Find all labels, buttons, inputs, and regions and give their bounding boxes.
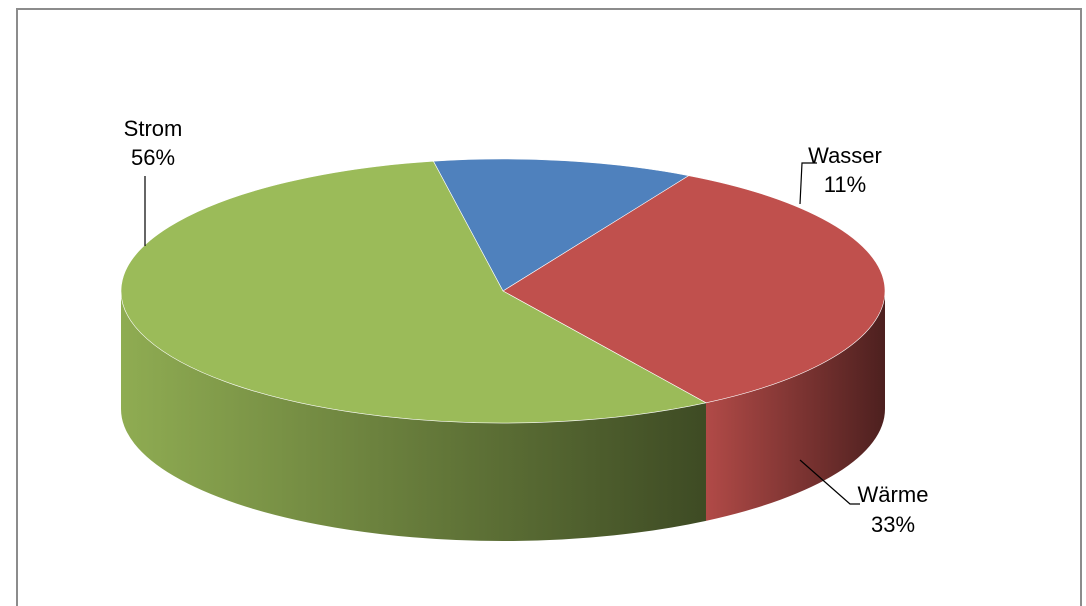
slice-percent-wasser: 11% <box>824 172 866 197</box>
slice-percent-strom: 56% <box>131 145 175 170</box>
pie-sides <box>121 291 885 541</box>
slice-side-strom <box>121 291 706 541</box>
leader-line-waerme <box>799 459 860 505</box>
leader-lines <box>144 162 860 505</box>
slice-label-wasser: Wasser <box>808 143 882 168</box>
slice-wasser <box>432 158 690 292</box>
slice-label-strom: Strom <box>124 116 183 141</box>
pie-tops <box>120 158 886 424</box>
slice-waerme <box>502 175 886 404</box>
slice-labels: Wasser 11% Wärme 33% Strom 56% <box>124 116 929 537</box>
slice-percent-waerme: 33% <box>871 512 915 537</box>
slice-label-waerme: Wärme <box>858 482 929 507</box>
leader-line-wasser <box>799 162 817 205</box>
slice-side-waerme <box>705 291 885 521</box>
slice-strom <box>120 160 707 424</box>
